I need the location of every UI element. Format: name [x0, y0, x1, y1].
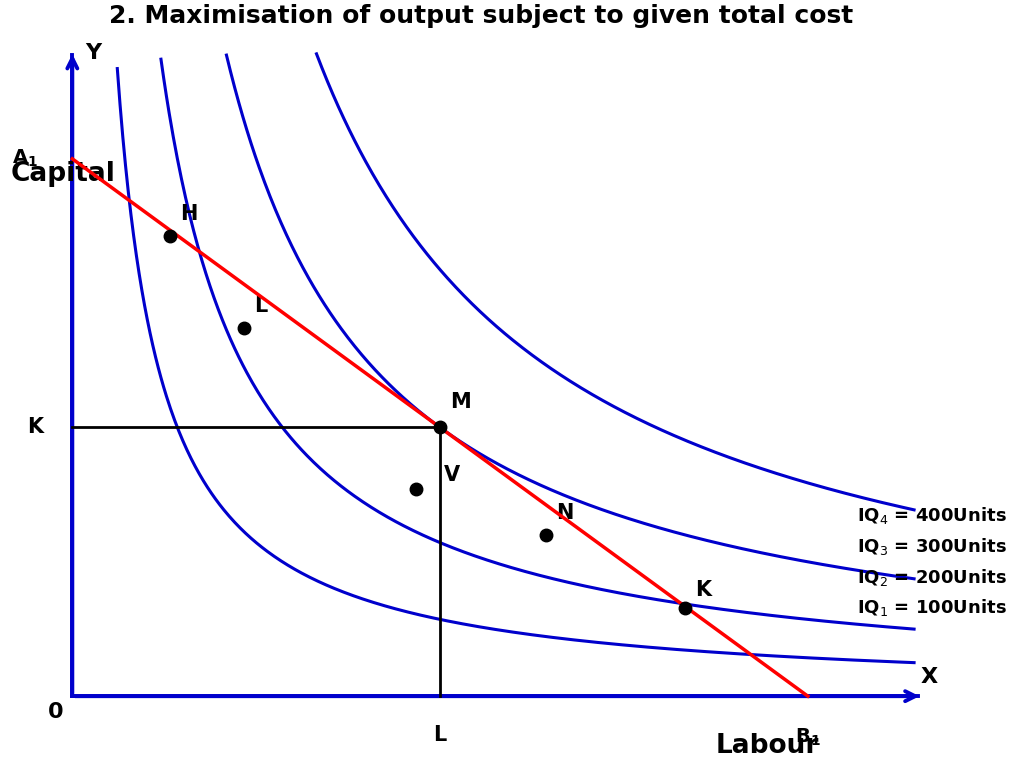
Text: K: K	[695, 580, 712, 601]
Text: Y: Y	[85, 43, 100, 63]
Text: $\mathbf{IQ}_{3}$ = 300Units: $\mathbf{IQ}_{3}$ = 300Units	[857, 536, 1007, 557]
Text: V: V	[444, 465, 461, 485]
Text: Capital: Capital	[11, 161, 116, 187]
Text: X: X	[921, 667, 937, 687]
Text: N: N	[556, 504, 573, 524]
Text: K: K	[28, 418, 44, 438]
Text: 2. Maximisation of output subject to given total cost: 2. Maximisation of output subject to giv…	[109, 5, 853, 28]
Text: $\mathbf{A_1}$: $\mathbf{A_1}$	[12, 148, 38, 170]
Text: $\mathbf{IQ}_{4}$ = 400Units: $\mathbf{IQ}_{4}$ = 400Units	[857, 505, 1007, 526]
Text: H: H	[180, 204, 198, 224]
Text: $\mathbf{B_1}$: $\mathbf{B_1}$	[795, 727, 820, 748]
Text: $\mathbf{IQ}_{1}$ = 100Units: $\mathbf{IQ}_{1}$ = 100Units	[857, 598, 1007, 618]
Text: $\mathbf{IQ}_{2}$ = 200Units: $\mathbf{IQ}_{2}$ = 200Units	[857, 567, 1007, 588]
Text: L: L	[433, 725, 446, 746]
Text: L: L	[254, 296, 267, 316]
Text: 0: 0	[48, 701, 63, 721]
Text: Labour: Labour	[716, 733, 818, 759]
Text: M: M	[450, 392, 471, 412]
